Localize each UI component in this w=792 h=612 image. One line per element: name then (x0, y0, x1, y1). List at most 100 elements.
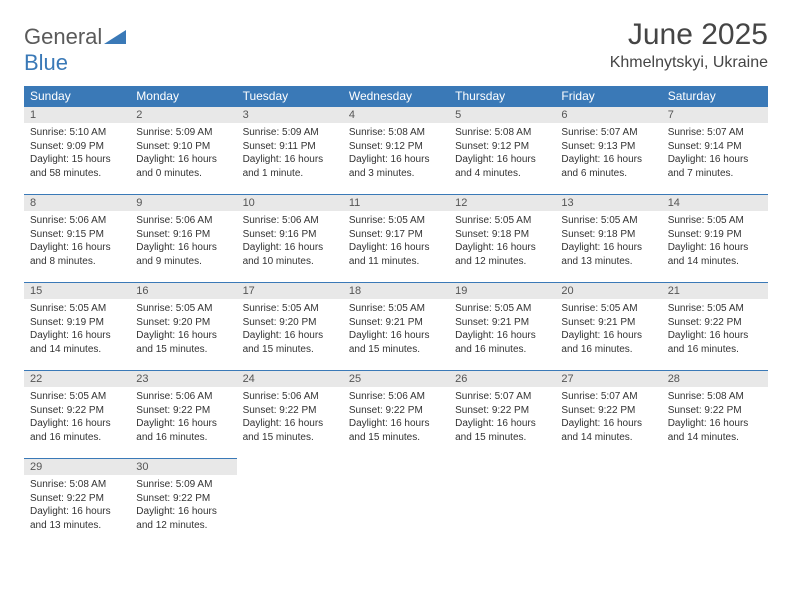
calendar-cell: 28Sunrise: 5:08 AMSunset: 9:22 PMDayligh… (662, 370, 768, 458)
calendar-cell: 27Sunrise: 5:07 AMSunset: 9:22 PMDayligh… (555, 370, 661, 458)
day-content: Sunrise: 5:07 AMSunset: 9:14 PMDaylight:… (662, 123, 768, 186)
day-number: 19 (449, 282, 555, 299)
day-number: 3 (237, 106, 343, 123)
day-number: 18 (343, 282, 449, 299)
day-content: Sunrise: 5:05 AMSunset: 9:17 PMDaylight:… (343, 211, 449, 274)
day-number: 25 (343, 370, 449, 387)
calendar-cell: 11Sunrise: 5:05 AMSunset: 9:17 PMDayligh… (343, 194, 449, 282)
calendar-row: 8Sunrise: 5:06 AMSunset: 9:15 PMDaylight… (24, 194, 768, 282)
calendar-cell: 13Sunrise: 5:05 AMSunset: 9:18 PMDayligh… (555, 194, 661, 282)
day-content: Sunrise: 5:09 AMSunset: 9:11 PMDaylight:… (237, 123, 343, 186)
day-number: 16 (130, 282, 236, 299)
calendar-cell: 7Sunrise: 5:07 AMSunset: 9:14 PMDaylight… (662, 106, 768, 194)
calendar-cell: 16Sunrise: 5:05 AMSunset: 9:20 PMDayligh… (130, 282, 236, 370)
calendar-cell: 24Sunrise: 5:06 AMSunset: 9:22 PMDayligh… (237, 370, 343, 458)
day-number: 24 (237, 370, 343, 387)
day-number: 11 (343, 194, 449, 211)
calendar-cell: 18Sunrise: 5:05 AMSunset: 9:21 PMDayligh… (343, 282, 449, 370)
calendar-cell (555, 458, 661, 546)
day-content: Sunrise: 5:06 AMSunset: 9:22 PMDaylight:… (237, 387, 343, 450)
day-number: 2 (130, 106, 236, 123)
calendar-row: 22Sunrise: 5:05 AMSunset: 9:22 PMDayligh… (24, 370, 768, 458)
logo-text-blue: Blue (24, 50, 68, 75)
day-content: Sunrise: 5:07 AMSunset: 9:22 PMDaylight:… (555, 387, 661, 450)
month-title: June 2025 (610, 18, 768, 52)
logo: General Blue (24, 18, 126, 76)
calendar-cell: 9Sunrise: 5:06 AMSunset: 9:16 PMDaylight… (130, 194, 236, 282)
calendar-cell: 15Sunrise: 5:05 AMSunset: 9:19 PMDayligh… (24, 282, 130, 370)
day-number: 13 (555, 194, 661, 211)
title-block: June 2025 Khmelnytskyi, Ukraine (610, 18, 768, 72)
calendar-cell (449, 458, 555, 546)
day-number: 8 (24, 194, 130, 211)
calendar-cell: 3Sunrise: 5:09 AMSunset: 9:11 PMDaylight… (237, 106, 343, 194)
calendar-row: 15Sunrise: 5:05 AMSunset: 9:19 PMDayligh… (24, 282, 768, 370)
day-number: 26 (449, 370, 555, 387)
calendar-cell (662, 458, 768, 546)
weekday-wednesday: Wednesday (343, 86, 449, 106)
calendar-cell: 30Sunrise: 5:09 AMSunset: 9:22 PMDayligh… (130, 458, 236, 546)
location-label: Khmelnytskyi, Ukraine (610, 54, 768, 72)
day-number: 23 (130, 370, 236, 387)
day-content: Sunrise: 5:05 AMSunset: 9:21 PMDaylight:… (555, 299, 661, 362)
day-number: 6 (555, 106, 661, 123)
calendar-cell: 20Sunrise: 5:05 AMSunset: 9:21 PMDayligh… (555, 282, 661, 370)
day-content: Sunrise: 5:05 AMSunset: 9:19 PMDaylight:… (662, 211, 768, 274)
weekday-header-row: Sunday Monday Tuesday Wednesday Thursday… (24, 86, 768, 106)
calendar-cell (237, 458, 343, 546)
weekday-sunday: Sunday (24, 86, 130, 106)
weekday-tuesday: Tuesday (237, 86, 343, 106)
day-number: 27 (555, 370, 661, 387)
calendar-cell: 14Sunrise: 5:05 AMSunset: 9:19 PMDayligh… (662, 194, 768, 282)
calendar-cell: 22Sunrise: 5:05 AMSunset: 9:22 PMDayligh… (24, 370, 130, 458)
day-number: 20 (555, 282, 661, 299)
day-number: 17 (237, 282, 343, 299)
day-content: Sunrise: 5:05 AMSunset: 9:20 PMDaylight:… (237, 299, 343, 362)
day-number: 1 (24, 106, 130, 123)
weekday-thursday: Thursday (449, 86, 555, 106)
day-content: Sunrise: 5:06 AMSunset: 9:22 PMDaylight:… (130, 387, 236, 450)
calendar-cell: 8Sunrise: 5:06 AMSunset: 9:15 PMDaylight… (24, 194, 130, 282)
calendar-row: 29Sunrise: 5:08 AMSunset: 9:22 PMDayligh… (24, 458, 768, 546)
day-content: Sunrise: 5:07 AMSunset: 9:13 PMDaylight:… (555, 123, 661, 186)
logo-text-general: General (24, 24, 102, 49)
day-content: Sunrise: 5:06 AMSunset: 9:16 PMDaylight:… (237, 211, 343, 274)
calendar-cell: 5Sunrise: 5:08 AMSunset: 9:12 PMDaylight… (449, 106, 555, 194)
calendar-cell: 6Sunrise: 5:07 AMSunset: 9:13 PMDaylight… (555, 106, 661, 194)
header: General Blue June 2025 Khmelnytskyi, Ukr… (24, 18, 768, 76)
calendar-cell: 23Sunrise: 5:06 AMSunset: 9:22 PMDayligh… (130, 370, 236, 458)
day-content: Sunrise: 5:06 AMSunset: 9:15 PMDaylight:… (24, 211, 130, 274)
day-number: 15 (24, 282, 130, 299)
day-content: Sunrise: 5:05 AMSunset: 9:22 PMDaylight:… (662, 299, 768, 362)
day-content: Sunrise: 5:06 AMSunset: 9:16 PMDaylight:… (130, 211, 236, 274)
day-number: 7 (662, 106, 768, 123)
day-content: Sunrise: 5:05 AMSunset: 9:20 PMDaylight:… (130, 299, 236, 362)
calendar-row: 1Sunrise: 5:10 AMSunset: 9:09 PMDaylight… (24, 106, 768, 194)
day-content: Sunrise: 5:06 AMSunset: 9:22 PMDaylight:… (343, 387, 449, 450)
day-number: 9 (130, 194, 236, 211)
calendar-cell: 1Sunrise: 5:10 AMSunset: 9:09 PMDaylight… (24, 106, 130, 194)
day-content: Sunrise: 5:05 AMSunset: 9:22 PMDaylight:… (24, 387, 130, 450)
day-content: Sunrise: 5:09 AMSunset: 9:10 PMDaylight:… (130, 123, 236, 186)
day-content: Sunrise: 5:08 AMSunset: 9:12 PMDaylight:… (343, 123, 449, 186)
day-content: Sunrise: 5:05 AMSunset: 9:21 PMDaylight:… (343, 299, 449, 362)
weekday-monday: Monday (130, 86, 236, 106)
calendar-cell: 4Sunrise: 5:08 AMSunset: 9:12 PMDaylight… (343, 106, 449, 194)
day-number: 22 (24, 370, 130, 387)
day-content: Sunrise: 5:09 AMSunset: 9:22 PMDaylight:… (130, 475, 236, 538)
day-content: Sunrise: 5:08 AMSunset: 9:12 PMDaylight:… (449, 123, 555, 186)
calendar-cell: 17Sunrise: 5:05 AMSunset: 9:20 PMDayligh… (237, 282, 343, 370)
day-number: 12 (449, 194, 555, 211)
day-content: Sunrise: 5:05 AMSunset: 9:19 PMDaylight:… (24, 299, 130, 362)
calendar-cell: 12Sunrise: 5:05 AMSunset: 9:18 PMDayligh… (449, 194, 555, 282)
weekday-saturday: Saturday (662, 86, 768, 106)
calendar-cell: 19Sunrise: 5:05 AMSunset: 9:21 PMDayligh… (449, 282, 555, 370)
day-content: Sunrise: 5:10 AMSunset: 9:09 PMDaylight:… (24, 123, 130, 186)
calendar-cell: 2Sunrise: 5:09 AMSunset: 9:10 PMDaylight… (130, 106, 236, 194)
day-number: 30 (130, 458, 236, 475)
calendar-table: Sunday Monday Tuesday Wednesday Thursday… (24, 86, 768, 546)
calendar-cell (343, 458, 449, 546)
calendar-cell: 25Sunrise: 5:06 AMSunset: 9:22 PMDayligh… (343, 370, 449, 458)
day-number: 21 (662, 282, 768, 299)
day-number: 29 (24, 458, 130, 475)
